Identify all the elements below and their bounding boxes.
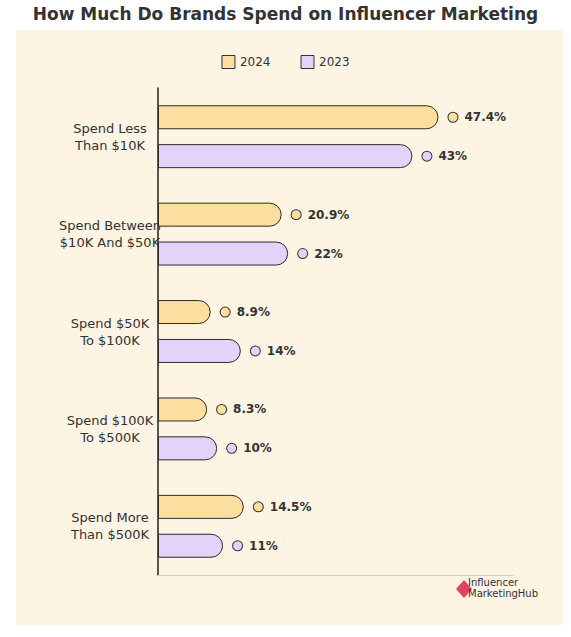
svg-text:How Much Do Brands Spend on In: How Much Do Brands Spend on Influencer M… xyxy=(33,4,538,24)
svg-text:Influencer: Influencer xyxy=(468,577,519,588)
svg-text:43%: 43% xyxy=(438,149,467,163)
svg-text:To $500K: To $500K xyxy=(79,430,140,445)
svg-text:2024: 2024 xyxy=(240,55,271,69)
svg-text:Than $10K: Than $10K xyxy=(74,138,145,153)
svg-text:Spend More: Spend More xyxy=(71,510,148,525)
svg-text:$10K And $50K: $10K And $50K xyxy=(60,235,161,250)
svg-text:8.3%: 8.3% xyxy=(233,402,266,416)
svg-text:22%: 22% xyxy=(314,247,343,261)
svg-text:Spend Less: Spend Less xyxy=(73,121,147,136)
svg-text:Spend $50K: Spend $50K xyxy=(71,316,150,331)
svg-text:2023: 2023 xyxy=(319,55,350,69)
svg-text:To $100K: To $100K xyxy=(79,333,140,348)
svg-text:Spend Between: Spend Between xyxy=(59,218,161,233)
svg-text:Spend $100K: Spend $100K xyxy=(67,413,154,428)
svg-text:10%: 10% xyxy=(243,441,272,455)
svg-text:14.5%: 14.5% xyxy=(270,500,312,514)
svg-text:47.4%: 47.4% xyxy=(464,110,506,124)
svg-text:Than $500K: Than $500K xyxy=(70,527,150,542)
svg-text:MarketingHub: MarketingHub xyxy=(468,588,538,599)
svg-text:8.9%: 8.9% xyxy=(237,305,270,319)
svg-text:11%: 11% xyxy=(249,539,278,553)
svg-text:14%: 14% xyxy=(267,344,296,358)
svg-text:20.9%: 20.9% xyxy=(308,208,350,222)
